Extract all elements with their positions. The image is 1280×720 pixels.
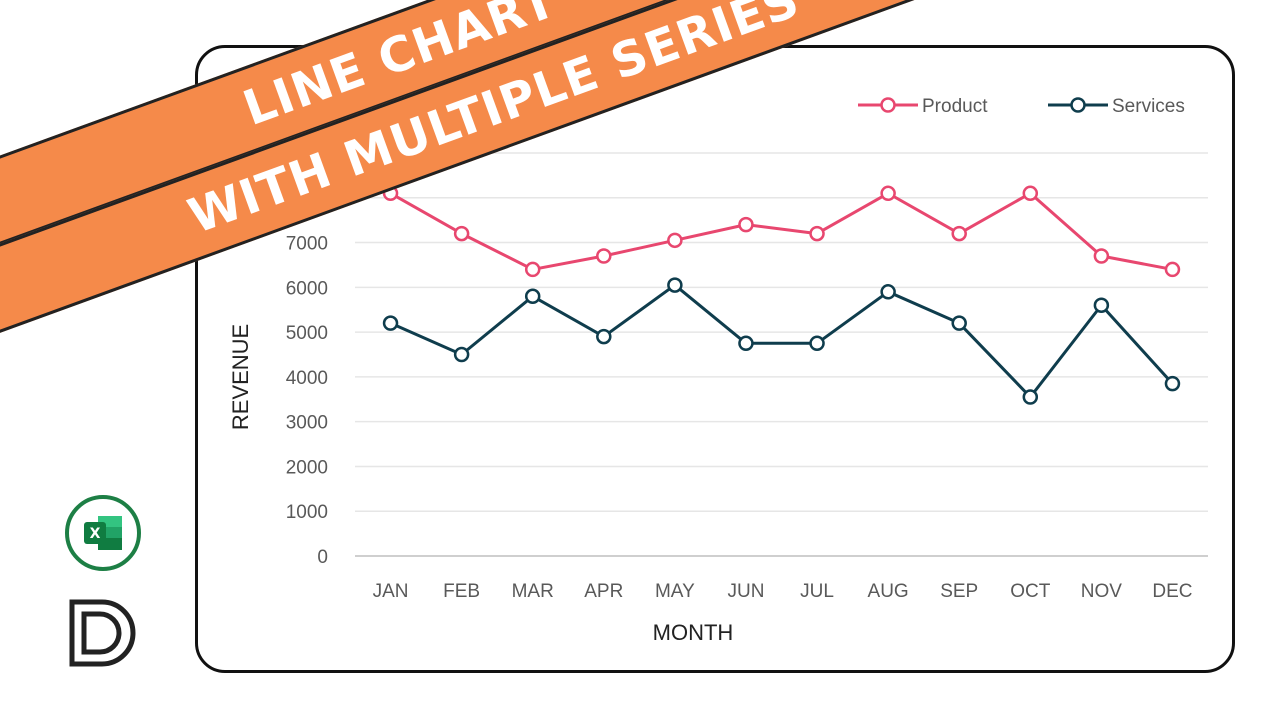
x-tick-label: JUN bbox=[727, 581, 764, 602]
data-point-product bbox=[667, 232, 683, 249]
data-point-product bbox=[1093, 248, 1110, 264]
brand-logo-icon bbox=[69, 599, 136, 667]
x-axis-label: MONTH bbox=[653, 620, 734, 645]
data-point-services bbox=[1164, 375, 1181, 392]
data-point-services bbox=[524, 288, 541, 305]
x-tick-label: JAN bbox=[373, 581, 409, 602]
data-point-services bbox=[738, 335, 754, 352]
data-point-product bbox=[1164, 261, 1181, 278]
y-tick-label: 1000 bbox=[286, 502, 328, 523]
x-tick-label: OCT bbox=[1010, 581, 1051, 602]
excel-icon: X bbox=[65, 495, 141, 571]
y-tick-label: 0 bbox=[317, 547, 328, 568]
legend-label-services: Services bbox=[1112, 96, 1185, 117]
data-point-product bbox=[1022, 185, 1039, 202]
data-point-services bbox=[453, 346, 470, 363]
legend-label-product: Product bbox=[922, 96, 988, 117]
x-tick-label: NOV bbox=[1081, 581, 1123, 602]
x-tick-label: AUG bbox=[868, 581, 909, 602]
y-tick-label: 7000 bbox=[286, 234, 328, 255]
y-tick-label: 3000 bbox=[286, 413, 328, 434]
y-tick-label: 4000 bbox=[286, 368, 328, 389]
x-tick-label: MAR bbox=[512, 581, 554, 602]
x-tick-label: APR bbox=[584, 581, 623, 602]
data-point-product bbox=[738, 216, 754, 233]
data-point-product bbox=[596, 248, 612, 264]
legend-marker-product bbox=[880, 97, 896, 113]
data-point-product bbox=[951, 225, 967, 242]
legend-marker-services bbox=[1070, 97, 1086, 113]
data-point-services bbox=[951, 315, 967, 331]
data-point-services bbox=[667, 277, 683, 293]
y-axis-label: REVENUE bbox=[228, 324, 253, 430]
y-tick-label: 2000 bbox=[286, 457, 328, 478]
data-point-product bbox=[453, 225, 470, 242]
x-tick-label: FEB bbox=[443, 581, 480, 602]
x-tick-label: DEC bbox=[1152, 581, 1192, 602]
data-point-services bbox=[1022, 389, 1039, 405]
x-tick-label: MAY bbox=[655, 581, 695, 602]
series-line-product bbox=[389, 191, 1173, 271]
excel-letter: X bbox=[90, 526, 101, 542]
series-line-services bbox=[389, 283, 1174, 399]
chart-card: Revenue T0100020003000400050006000700080… bbox=[195, 45, 1235, 673]
data-point-product bbox=[880, 185, 896, 202]
data-point-services bbox=[809, 335, 825, 352]
data-point-services bbox=[880, 284, 896, 300]
x-tick-label: SEP bbox=[940, 581, 978, 602]
data-point-services bbox=[382, 315, 399, 331]
x-tick-label: JUL bbox=[800, 581, 834, 602]
data-point-product bbox=[524, 261, 541, 278]
data-point-services bbox=[596, 328, 612, 345]
y-tick-label: 5000 bbox=[286, 323, 328, 344]
data-point-services bbox=[1093, 297, 1110, 313]
data-point-product bbox=[809, 225, 825, 242]
y-tick-label: 6000 bbox=[286, 278, 328, 299]
